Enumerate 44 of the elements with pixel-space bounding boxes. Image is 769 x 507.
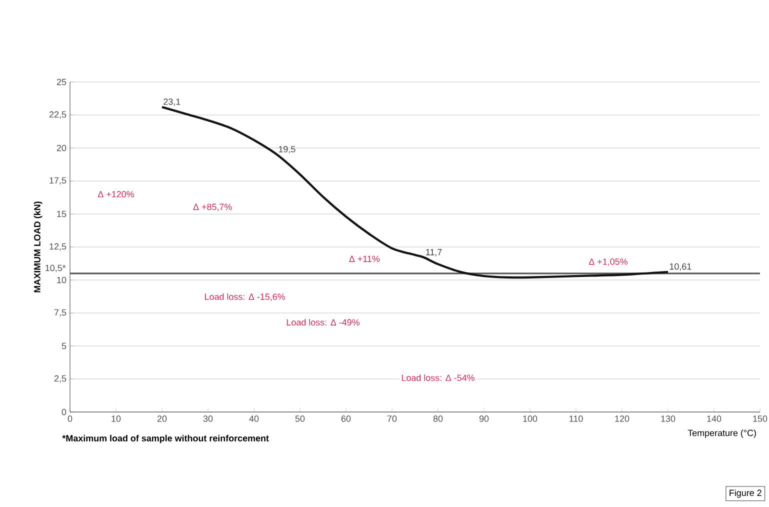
y-tick-label: 17,5 <box>50 177 66 185</box>
y-tick-label: 2,5 <box>54 375 66 383</box>
x-tick-label: 80 <box>433 416 443 422</box>
x-tick-label: 20 <box>157 416 167 422</box>
x-tick-label: 130 <box>661 416 676 422</box>
annotation: Δ +85,7% <box>193 204 232 212</box>
data-label: 10,61 <box>670 263 692 271</box>
y-tick-label: 15 <box>57 210 66 218</box>
y-tick-label: 22,5 <box>49 111 66 119</box>
y-tick-label: 5 <box>62 342 66 350</box>
data-label: 23,1 <box>164 98 180 106</box>
annotation: Δ +120% <box>98 191 134 198</box>
y-tick-label: 7,5 <box>54 309 66 317</box>
x-tick-label: 60 <box>341 416 351 422</box>
x-tick-label: 120 <box>615 416 630 422</box>
annotation: Δ +1,05% <box>588 258 628 266</box>
x-tick-label: 90 <box>479 416 489 422</box>
y-tick-label: 10 <box>57 276 66 284</box>
x-tick-label: 140 <box>707 416 722 422</box>
y-tick-label: 20 <box>56 144 66 152</box>
y-axis-title: MAXIMUM LOAD (kN) <box>34 202 42 292</box>
y-tick-label: 0 <box>62 408 66 416</box>
y-tick-label: 12,5 <box>50 243 66 251</box>
x-axis-title: Temperature (°C) <box>688 430 756 438</box>
caption: Figure 2 <box>730 489 762 498</box>
x-tick-label: 10 <box>112 416 121 422</box>
annotation: Δ +11% <box>349 256 380 262</box>
line-series <box>160 106 670 279</box>
x-tick-label: 50 <box>295 416 305 422</box>
annotation: Load loss: Δ -54% <box>402 374 474 381</box>
x-tick-label: 70 <box>387 416 397 422</box>
x-tick-label: 100 <box>523 416 538 422</box>
annotation: Load loss: Δ -15,6% <box>204 293 286 301</box>
x-tick-label: 110 <box>570 416 583 422</box>
ref-line-label: 10,5* <box>46 264 66 272</box>
x-tick-label: 0 <box>68 416 72 422</box>
x-tick-label: 40 <box>249 416 259 422</box>
x-tick-label: 150 <box>753 416 768 422</box>
y-tick-label: 25 <box>56 78 66 86</box>
data-label: 19,5 <box>278 146 296 154</box>
data-label: 11,7 <box>426 249 442 256</box>
text: *Maximum load of sample without reinforcement <box>62 434 269 444</box>
x-tick-label: 30 <box>203 416 213 422</box>
annotation: Load loss: Δ -49% <box>286 318 360 326</box>
